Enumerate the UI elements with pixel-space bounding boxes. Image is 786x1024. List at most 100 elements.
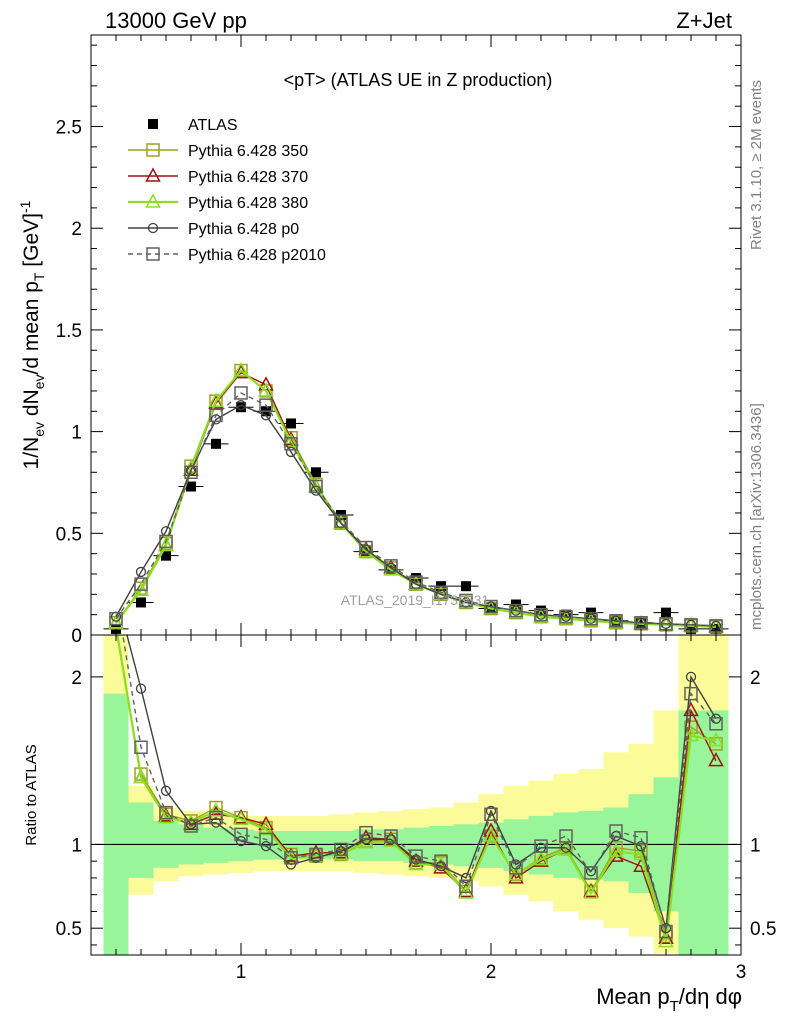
main-point-p2010 [359, 540, 373, 555]
legend-entry-p380: Pythia 6.428 380 [128, 193, 308, 212]
ratio-point-p370 [708, 752, 724, 767]
ratio-point-p370 [533, 852, 549, 867]
ratio-point-p380 [583, 884, 599, 899]
main-y-tick-label: 0 [71, 626, 82, 647]
ratio-point-p380 [533, 850, 549, 866]
main-panel: 0 0.5 1 1.5 2 2.5 <pT> (ATLAS UE in Z product… [17, 34, 742, 647]
main-point-p380 [208, 392, 224, 407]
ratio-point-p350 [609, 841, 623, 855]
main-axes: 0 0.5 1 1.5 2 2.5 [56, 35, 742, 647]
legend-marker-p370 [145, 167, 161, 182]
ratio-x-tick-label: 1 [236, 962, 247, 983]
ratio-point-p380 [233, 810, 249, 826]
ratio-point-p2010 [334, 842, 348, 857]
ratio-point-p2010 [159, 805, 173, 820]
ratio-bands [91, 635, 741, 955]
ratio-point-p0 [410, 854, 422, 865]
ratio-point-p2010 [584, 866, 598, 880]
main-point-atlas [311, 467, 321, 478]
ratio-point-p0 [635, 840, 647, 852]
ratio-point-p2010 [384, 829, 398, 843]
main-point-p380 [533, 608, 549, 623]
legend-marker-atlas [148, 119, 158, 129]
ratio-line-p0 [126, 635, 717, 929]
ratio-band-inner [453, 824, 479, 867]
ratio-point-p380 [208, 802, 224, 817]
ratio-y-tick-label: 2 [71, 668, 82, 689]
ratio-point-p2010 [359, 825, 373, 840]
main-point-p380 [558, 610, 574, 625]
ratio-band-inner [553, 812, 579, 878]
main-point-p0 [610, 615, 622, 626]
ratio-band-inner [203, 827, 229, 863]
ratio-band-inner [703, 710, 729, 955]
ratio-point-p380 [258, 820, 274, 836]
main-point-p380 [108, 614, 124, 629]
legend-marker-p0 [147, 222, 159, 234]
ratio-point-p0 [560, 842, 572, 853]
main-point-p0 [510, 605, 522, 616]
ratio-point-p2010 [434, 854, 448, 868]
ratio-series-group [110, 587, 724, 948]
main-point-p2010 [384, 559, 398, 573]
ratio-point-p380 [708, 731, 724, 747]
ratio-point-p2010 [209, 810, 223, 825]
main-point-p2010 [209, 408, 223, 423]
main-point-atlas [161, 550, 171, 561]
ratio-y-tick-label: 1 [71, 835, 82, 856]
ratio-series-p0 [112, 589, 722, 934]
main-point-atlas [711, 623, 721, 634]
main-point-p2010 [159, 534, 173, 549]
ratio-point-p2010 [284, 851, 298, 865]
ratio-point-p0 [310, 852, 322, 863]
main-point-p0 [310, 485, 322, 496]
ratio-point-p380 [483, 827, 499, 842]
watermark: ATLAS_2019_I1736531 [341, 592, 490, 608]
ratio-point-p370 [583, 882, 599, 898]
legend-label-p350: Pythia 6.428 350 [188, 143, 308, 160]
main-point-p2010 [609, 614, 623, 628]
ratio-point-p2010 [259, 832, 273, 847]
header-right: Z+Jet [676, 8, 732, 33]
ratio-point-p2010 [559, 829, 573, 843]
main-point-atlas [461, 581, 471, 592]
ratio-y-tick-label-right: 2 [750, 668, 761, 689]
ratio-x-tick-label: 3 [736, 962, 747, 983]
main-point-p370 [233, 364, 249, 379]
ratio-line-p2010 [122, 635, 717, 932]
main-point-p380 [583, 612, 599, 627]
ratio-ylabel: Ratio to ATLAS [23, 744, 40, 845]
ratio-point-p2010 [234, 827, 248, 842]
ratio-point-p0 [112, 589, 121, 598]
ratio-point-p2010 [110, 587, 122, 599]
ratio-point-p380 [333, 845, 349, 861]
main-point-atlas [211, 438, 221, 449]
ratio-point-p380 [158, 809, 174, 824]
ratio-point-p0 [660, 923, 672, 934]
main-y-tick-label: 2 [71, 219, 82, 240]
main-point-p380 [233, 362, 249, 377]
main-point-p380 [283, 433, 299, 448]
main-point-p2010 [559, 609, 573, 624]
ratio-point-p2010 [309, 847, 323, 862]
main-y-tick-label: 2.5 [56, 118, 82, 139]
main-title: <pT> (ATLAS UE in Z production) [284, 70, 553, 90]
main-point-p2010 [634, 616, 648, 630]
ratio-point-p380 [633, 845, 649, 861]
legend-entry-p370: Pythia 6.428 370 [128, 167, 308, 186]
main-point-p2010 [534, 607, 548, 622]
main-point-p2010 [584, 611, 598, 626]
main-line-p2010 [115, 392, 717, 627]
main-y-tick-label: 0.5 [56, 524, 82, 545]
ratio-series-p2010 [110, 587, 723, 939]
ratio-point-p350 [134, 767, 148, 781]
ratio-point-p380 [608, 842, 624, 857]
ratio-point-p2010 [459, 879, 473, 894]
main-point-p0 [560, 611, 572, 622]
ratio-point-p2010 [709, 717, 723, 731]
ratio-y-tick-label-right: 1 [750, 835, 761, 856]
ratio-point-p0 [710, 713, 722, 724]
main-point-atlas [236, 402, 246, 413]
ratio-point-p2010 [134, 740, 148, 755]
main-point-p0 [135, 566, 147, 578]
